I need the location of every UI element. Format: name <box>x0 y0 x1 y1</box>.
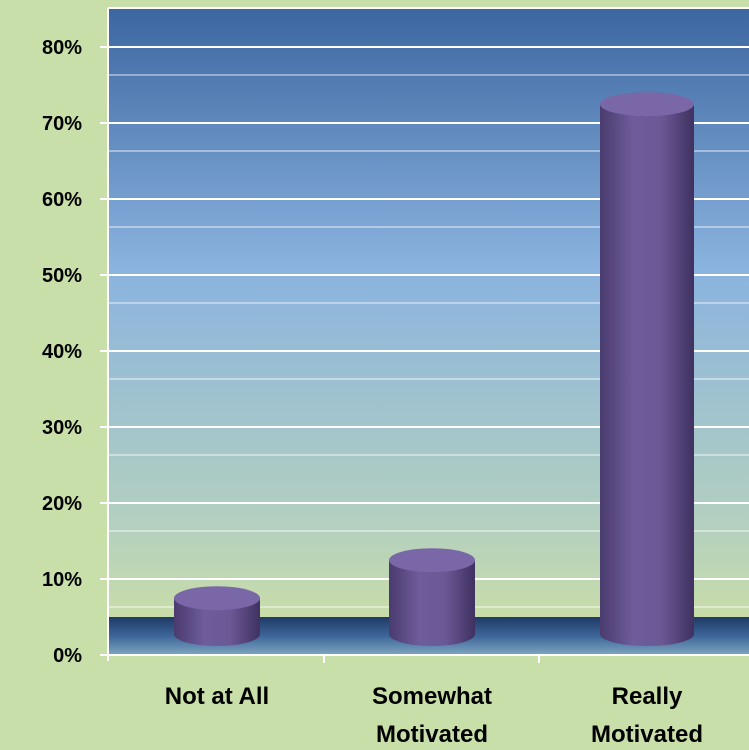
y-tick-label: 10% <box>42 569 82 591</box>
bar-body <box>389 560 475 646</box>
bar <box>174 586 260 646</box>
category-label: Really <box>612 683 683 710</box>
category-label: Somewhat <box>372 683 492 710</box>
y-tick-label: 30% <box>42 417 82 439</box>
y-tick-label: 40% <box>42 341 82 363</box>
y-tick-label: 50% <box>42 265 82 287</box>
category-labels: Not at All Somewhat Motivated Really Motivat… <box>165 683 703 748</box>
bar <box>389 548 475 646</box>
category-label: Not at All <box>165 683 269 710</box>
bar-body <box>174 598 260 646</box>
y-tick-label: 80% <box>42 37 82 59</box>
bar-body <box>600 104 694 646</box>
y-tick-label: 0% <box>53 645 82 667</box>
y-tick-label: 20% <box>42 493 82 515</box>
bar <box>600 92 694 646</box>
bar-top <box>389 548 475 573</box>
bar-top <box>174 586 260 611</box>
y-tick-label: 70% <box>42 113 82 135</box>
y-tick-labels: 0% 10% 20% 30% 40% 50% 60% 70% 80% <box>42 37 82 667</box>
category-label: Motivated <box>376 721 488 748</box>
axes <box>100 8 749 663</box>
bar-top <box>600 92 694 117</box>
bars <box>174 92 694 646</box>
y-tick-label: 60% <box>42 189 82 211</box>
category-label: Motivated <box>591 721 703 748</box>
